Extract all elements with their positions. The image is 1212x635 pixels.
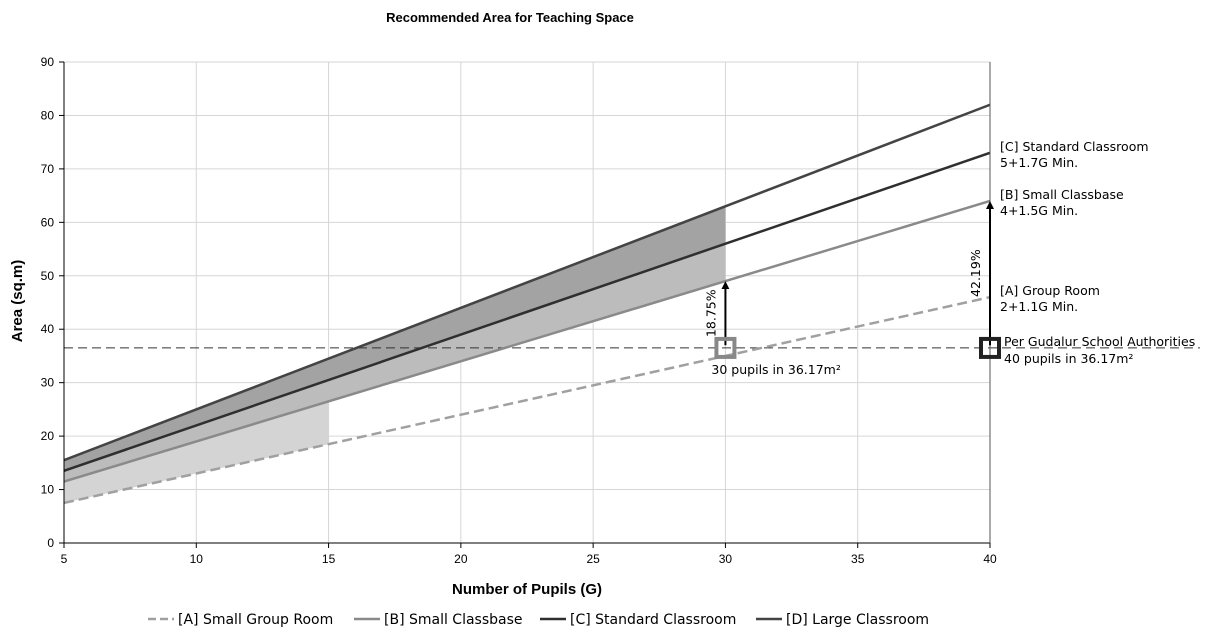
- y-tick-label: 30: [41, 376, 55, 390]
- shaded-region: [64, 206, 726, 471]
- marker-40-pupils: [979, 336, 1001, 359]
- legend-label-2: [C] Standard Classroom: [570, 612, 736, 628]
- y-axis-title: Area (sq.m): [9, 260, 26, 343]
- x-tick-label: 15: [322, 552, 336, 566]
- marker-40-label-line: 40 pupils in 36.17m²: [1004, 351, 1133, 366]
- annotation-1-line: 4+1.5G Min.: [1000, 203, 1078, 218]
- arrow-label-1: 42.19%: [968, 249, 983, 297]
- y-tick-label: 90: [41, 55, 55, 69]
- legend-label-1: [B] Small Classbase: [384, 612, 523, 628]
- series-group: [63, 103, 991, 505]
- annotation-1-line: [B] Small Classbase: [1000, 187, 1124, 202]
- legend-label-0: [A] Small Group Room: [178, 612, 333, 628]
- x-tick-label: 40: [983, 552, 997, 566]
- annotations-group: 18.75% 42.19% 30 pupils in 36.17m² Per Guda…: [703, 139, 1195, 377]
- y-tick-label: 80: [41, 108, 55, 122]
- y-tick-label: 60: [41, 215, 55, 229]
- legend-label-3: [D] Large Classroom: [786, 612, 929, 628]
- series-line-2: [63, 151, 991, 473]
- x-axis-title: Number of Pupils (G): [452, 581, 602, 598]
- x-tick-label: 35: [851, 552, 865, 566]
- series-line-1: [63, 199, 991, 483]
- marker-30-pupils: [714, 336, 737, 359]
- arrow-label-0: 18.75%: [703, 289, 718, 337]
- marker-40-label-line: Per Gudalur School Authorities: [1004, 334, 1195, 349]
- y-tick-label: 40: [41, 322, 55, 336]
- shaded-regions: [64, 206, 726, 503]
- chart-title: Recommended Area for Teaching Space: [386, 10, 634, 25]
- series-line-0: [63, 295, 991, 505]
- y-tick-label: 50: [41, 269, 55, 283]
- shaded-region: [64, 243, 726, 482]
- x-tick-label: 10: [190, 552, 204, 566]
- x-tick-label: 30: [719, 552, 733, 566]
- y-tick-label: 0: [47, 536, 54, 550]
- x-tick-label: 20: [454, 552, 468, 566]
- series-line-3: [63, 103, 991, 462]
- legend: [A] Small Group Room [B] Small Classbase […: [148, 612, 929, 628]
- y-tick-label: 70: [41, 162, 55, 176]
- shaded-region: [64, 401, 329, 503]
- annotation-0-line: [C] Standard Classroom: [1000, 139, 1149, 154]
- x-tick-label: 25: [586, 552, 600, 566]
- y-tick-label: 10: [41, 483, 55, 497]
- annotation-2-line: [A] Group Room: [1000, 283, 1100, 298]
- marker-30-label: 30 pupils in 36.17m²: [711, 362, 840, 377]
- annotation-2-line: 2+1.1G Min.: [1000, 299, 1078, 314]
- x-tick-label: 5: [61, 552, 68, 566]
- y-tick-label: 20: [41, 429, 55, 443]
- annotation-0-line: 5+1.7G Min.: [1000, 155, 1078, 170]
- tick-labels: 5 10 15 20 25 30 35 40 0 10 20 30 40 50 60 70 80 90: [41, 55, 997, 566]
